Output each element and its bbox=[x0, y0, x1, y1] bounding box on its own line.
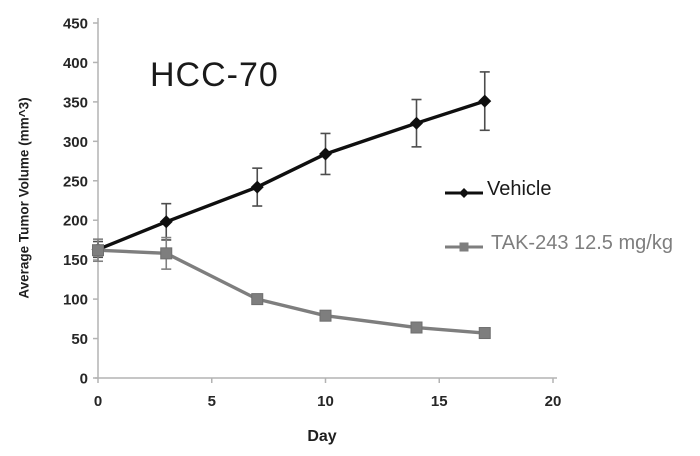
x-axis-title: Day bbox=[307, 428, 337, 445]
legend-entry-tak243: TAK-243 12.5 mg/kg bbox=[443, 232, 673, 255]
y-tick-label: 300 bbox=[63, 134, 88, 151]
marker-diamond bbox=[159, 215, 173, 229]
marker-square bbox=[92, 244, 104, 257]
marker-square bbox=[478, 327, 491, 340]
tak243-line-marker-icon bbox=[445, 242, 483, 251]
marker-square bbox=[251, 293, 264, 306]
y-tick-label: 100 bbox=[63, 292, 88, 309]
y-tick-label: 150 bbox=[63, 252, 88, 269]
marker-diamond bbox=[410, 116, 423, 130]
marker-square bbox=[319, 309, 332, 322]
vehicle-line-marker-icon bbox=[445, 187, 483, 198]
legend-entry-vehicle: Vehicle bbox=[443, 178, 552, 201]
x-tick-label: 10 bbox=[317, 393, 334, 410]
y-tick-label: 250 bbox=[63, 173, 88, 190]
chart-title: HCC-70 bbox=[150, 56, 279, 94]
x-tick-label: 5 bbox=[208, 393, 216, 410]
marker-diamond bbox=[319, 147, 332, 161]
y-tick-label: 0 bbox=[80, 371, 88, 388]
y-tick-label: 400 bbox=[63, 55, 88, 72]
x-tick-label: 0 bbox=[94, 393, 102, 410]
marker-diamond bbox=[250, 180, 264, 194]
marker-square bbox=[410, 321, 423, 334]
y-tick-label: 50 bbox=[71, 331, 88, 348]
legend-label-vehicle: Vehicle bbox=[487, 178, 552, 200]
x-tick-label: 15 bbox=[431, 393, 448, 410]
series-line-vehicle bbox=[97, 99, 486, 251]
series-line-tak243 bbox=[97, 248, 485, 335]
marker-square bbox=[160, 247, 173, 260]
y-tick-label: 350 bbox=[63, 94, 88, 111]
y-tick-label: 200 bbox=[63, 213, 88, 230]
marker-diamond bbox=[478, 94, 492, 108]
x-tick-label: 20 bbox=[545, 393, 562, 410]
y-tick-label: 450 bbox=[63, 16, 88, 33]
legend-label-tak243: TAK-243 12.5 mg/kg bbox=[491, 232, 673, 254]
